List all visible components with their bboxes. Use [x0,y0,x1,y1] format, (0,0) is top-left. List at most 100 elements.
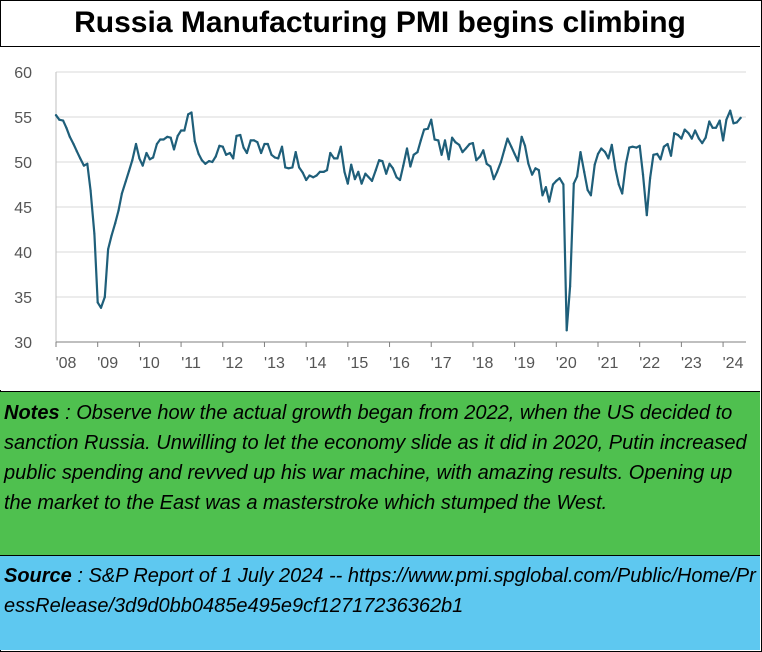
data-point [245,151,248,155]
data-point [260,151,263,155]
data-point [395,176,398,179]
data-point [558,177,561,180]
data-point [659,158,662,161]
x-tick-label: '22 [639,355,660,372]
data-point [263,142,266,146]
x-tick-label: '18 [472,355,493,372]
source-text: : S&P Report of 1 July 2024 -- https://w… [4,565,756,617]
data-point [666,142,669,146]
data-point [496,170,499,173]
data-point [641,173,645,176]
data-point [478,155,482,158]
data-point [405,147,409,150]
data-point [461,151,464,154]
data-point [690,137,693,140]
data-point [280,145,284,148]
data-point [58,118,61,121]
data-point [391,167,394,170]
data-point [437,139,440,142]
data-point [228,151,231,155]
data-point [513,152,516,155]
data-point [593,163,596,166]
data-point [287,167,290,170]
data-point [589,194,593,197]
y-tick-label: 30 [14,335,32,352]
data-point [451,136,454,139]
data-point [569,285,572,288]
data-point [735,121,738,124]
data-point [402,164,405,167]
data-point [576,175,579,178]
data-point [357,170,360,173]
data-point [367,176,370,179]
data-point [197,152,200,155]
grid-layer [56,71,746,298]
data-point [252,139,256,142]
data-point [346,182,349,185]
axis-layer [55,72,746,347]
data-point [624,162,628,165]
data-point [138,157,141,160]
data-point [669,154,673,157]
data-point [708,120,711,123]
series-layer [54,109,742,332]
data-point [565,329,568,332]
data-point [499,160,502,164]
data-point [468,142,471,146]
data-point [523,144,527,147]
data-point [336,157,339,160]
data-point [506,137,509,140]
data-point [68,135,71,138]
data-point [141,164,144,167]
data-point [148,158,151,161]
data-point [93,232,96,236]
y-tick-labels: 30 35 40 45 50 55 60 [14,65,32,352]
x-tick-label: '09 [97,355,118,372]
y-tick-label: 35 [14,290,32,307]
data-point [697,137,701,140]
data-point [583,170,586,173]
data-point [190,111,193,114]
data-point [89,189,92,192]
data-point [249,139,252,142]
data-point [638,144,641,147]
data-point [370,179,374,182]
data-point [492,178,495,181]
data-point [322,170,325,173]
data-point [277,157,280,160]
data-point [454,141,457,144]
data-point [329,151,332,155]
data-point [239,133,242,137]
data-point [294,151,297,154]
data-point [183,129,186,132]
data-point [579,151,582,154]
data-point [739,116,742,119]
data-point [541,194,544,197]
data-point [711,126,714,129]
data-point [527,162,530,165]
data-point [475,159,478,162]
data-point [704,136,707,139]
data-point [548,200,551,203]
data-point [86,162,89,165]
source-label: Source [4,565,72,587]
data-point [232,157,235,160]
data-point [169,136,172,139]
data-point [652,153,655,156]
data-point [385,172,388,175]
data-point [596,152,600,155]
data-point [318,170,321,173]
data-point [572,182,575,185]
data-point [155,142,158,146]
data-point [273,156,276,159]
data-point [725,118,728,121]
data-point [266,142,269,146]
data-point [510,145,513,148]
data-point [211,160,214,164]
data-point [305,178,308,182]
data-point [124,180,127,183]
data-point [423,128,426,131]
data-point [412,153,415,156]
data-point [635,146,638,149]
chart-title: Russia Manufacturing PMI begins climbing [0,0,760,47]
